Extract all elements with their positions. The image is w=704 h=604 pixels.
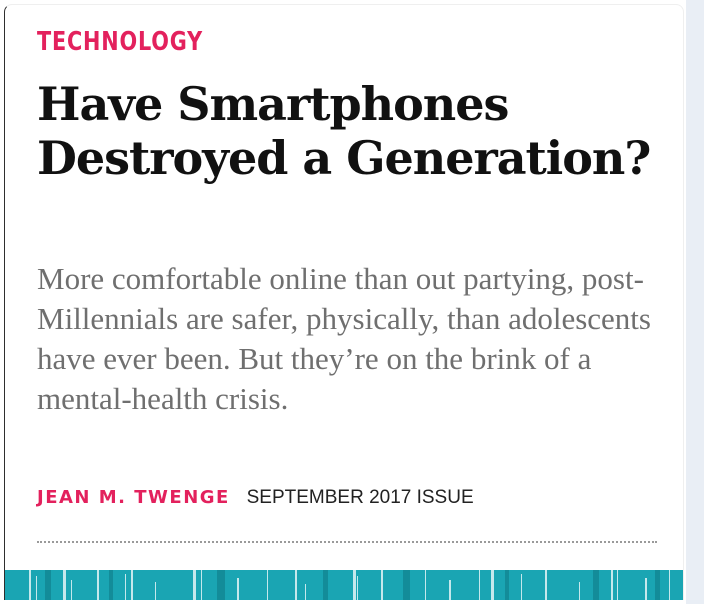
article-headline[interactable]: Have Smartphones Destroyed a Generation? [37,77,651,185]
dotted-divider [37,541,657,543]
byline: JEAN M. TWENGE SEPTEMBER 2017 ISSUE [37,487,474,509]
section-label[interactable]: TECHNOLOGY [37,27,204,57]
issue-label: SEPTEMBER 2017 ISSUE [246,487,474,508]
article-dek: More comfortable online than out partyin… [37,261,651,416]
background-gutter [686,0,704,604]
article-card[interactable]: TECHNOLOGY Have Smartphones Destroyed a … [4,4,684,600]
author-name[interactable]: JEAN M. TWENGE [37,487,230,508]
article-image-preview[interactable] [5,570,684,600]
